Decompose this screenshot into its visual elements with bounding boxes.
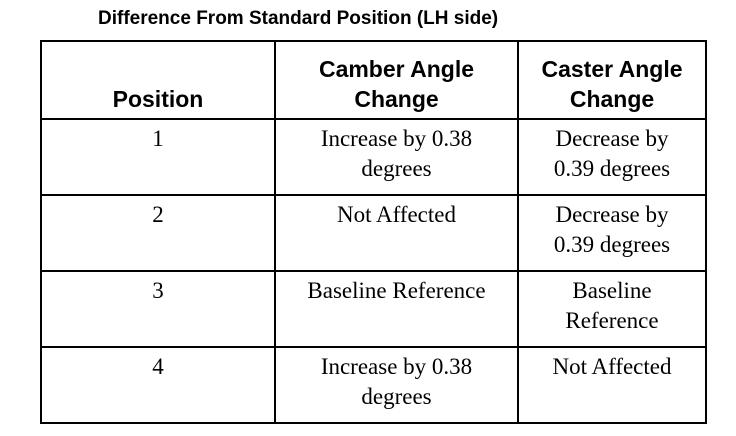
table-cell: Not Affected	[517, 346, 707, 424]
table-row: 3 Baseline Reference Baseline Reference	[40, 270, 707, 348]
title: Difference From Standard Position (LH si…	[98, 8, 499, 29]
column-header: Caster Angle Change	[517, 40, 707, 120]
table-cell: Decrease by 0.39 degrees	[517, 194, 707, 272]
column-header: Position	[40, 40, 276, 120]
table-cell: 2	[40, 194, 276, 272]
table-cell: Increase by 0.38 degrees	[274, 118, 519, 196]
table: Position Camber Angle Change Caster Angle …	[40, 40, 707, 424]
table-body: 1 Increase by 0.38 degrees Decrease by 0.3…	[40, 118, 707, 424]
table-row: 4 Increase by 0.38 degrees Not Affected	[40, 346, 707, 424]
table-cell: Baseline Reference	[517, 270, 707, 348]
table-row: 2 Not Affected Decrease by 0.39 degrees	[40, 194, 707, 272]
table-row: 1 Increase by 0.38 degrees Decrease by 0.3…	[40, 118, 707, 196]
table-cell: Not Affected	[274, 194, 519, 272]
header-row: Position Camber Angle Change Caster Angle …	[40, 40, 707, 120]
table-cell: Increase by 0.38 degrees	[274, 346, 519, 424]
table-cell: Baseline Reference	[274, 270, 519, 348]
table-cell: 4	[40, 346, 276, 424]
table-cell: 3	[40, 270, 276, 348]
table-cell: 1	[40, 118, 276, 196]
table-cell: Decrease by 0.39 degrees	[517, 118, 707, 196]
column-header: Camber Angle Change	[274, 40, 519, 120]
